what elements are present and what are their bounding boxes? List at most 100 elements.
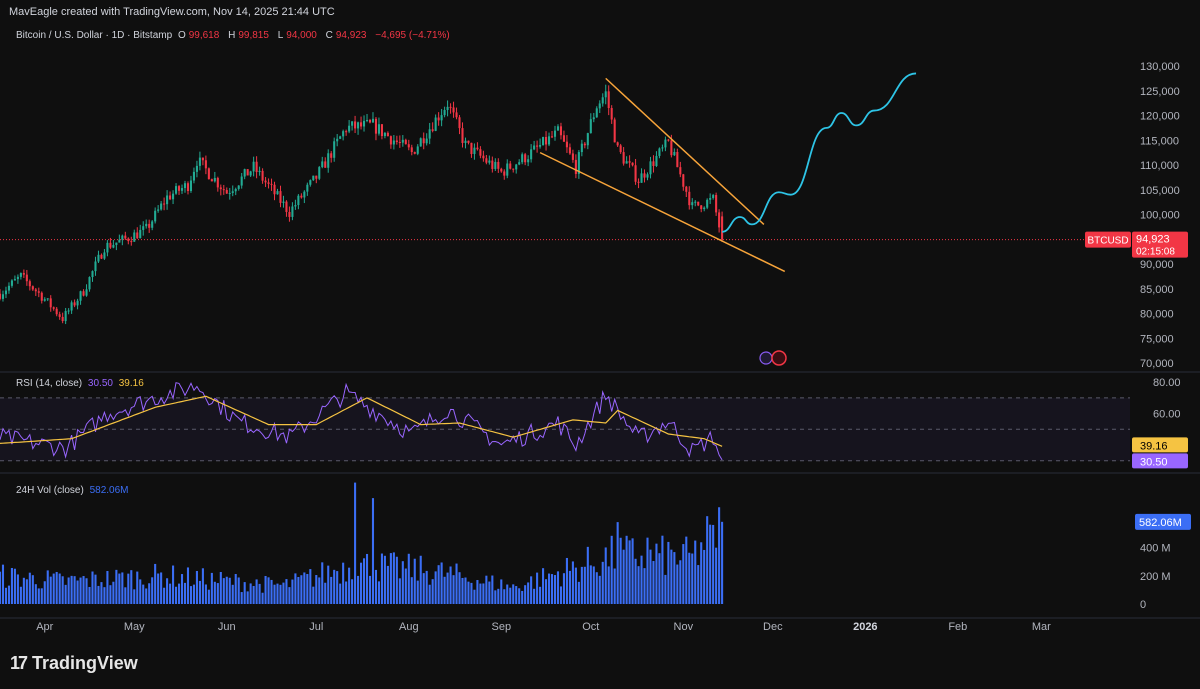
price-tick-label: 115,000 — [1140, 135, 1179, 147]
volume-bar — [461, 577, 464, 604]
volume-bar — [488, 581, 491, 604]
volume-bar — [434, 571, 437, 604]
rsi-ma-value: 39.16 — [118, 378, 144, 389]
price-change: −4,695 (−4.71%) — [375, 30, 450, 41]
candle-body — [556, 126, 560, 131]
volume-bar — [177, 583, 181, 604]
candle-body — [476, 147, 479, 150]
candle-body — [658, 148, 661, 156]
volume-bar — [70, 575, 73, 604]
volume-bar — [404, 568, 407, 604]
candle-body — [249, 171, 252, 176]
volume-bar — [219, 572, 222, 604]
volume-bar — [157, 573, 160, 604]
volume-bar — [240, 592, 243, 604]
candle-body — [157, 209, 160, 211]
candle-body — [76, 300, 79, 306]
candle-body — [715, 195, 718, 213]
rsi-ma-badge: 39.16 — [1132, 437, 1188, 453]
volume-bar — [46, 570, 49, 604]
candle-body — [625, 161, 628, 164]
candle-body — [601, 97, 604, 104]
volume-bar — [255, 579, 258, 604]
volume-bar — [610, 535, 613, 604]
time-axis: Apr May Jun Jul Aug Sep Oct Nov Dec 2026 Feb Mar — [36, 621, 1051, 633]
candle-body — [443, 109, 446, 116]
volume-bar — [667, 541, 670, 604]
candle-body — [374, 118, 378, 134]
volume-bar — [416, 580, 419, 604]
candle-body — [646, 174, 649, 178]
lightning-event-icon — [759, 351, 773, 365]
volume-bar — [103, 587, 106, 604]
candle-body — [389, 136, 392, 145]
candle-body — [619, 145, 622, 153]
volume-bar — [318, 577, 321, 604]
candle-body — [58, 314, 61, 317]
volume-bar — [491, 575, 494, 604]
tradingview-logo-text: TradingView — [32, 653, 138, 673]
volume-bar — [61, 576, 64, 604]
volume-bar — [198, 580, 201, 604]
volume-bar — [580, 566, 583, 604]
volume-bar — [109, 585, 112, 604]
candle-body — [252, 161, 255, 172]
volume-bar — [458, 572, 461, 604]
candle-body — [568, 147, 571, 154]
price-symbol-text: BTCUSD — [1087, 236, 1128, 247]
volume-bar — [455, 563, 458, 604]
candle-body — [160, 203, 163, 210]
volume-bar — [151, 577, 154, 604]
volume-bar — [210, 572, 213, 604]
volume-bar — [207, 589, 210, 604]
volume-bar — [485, 575, 488, 604]
date-tick-label: Feb — [948, 621, 967, 633]
volume-bar — [622, 549, 625, 604]
lower-trendline — [539, 151, 786, 273]
candle-body — [661, 147, 664, 149]
candle-body — [631, 162, 634, 166]
volume-bar — [52, 573, 55, 604]
volume-bar — [494, 590, 497, 604]
candle-body — [383, 132, 386, 137]
volume-bar — [521, 590, 524, 604]
candle-body — [404, 139, 407, 145]
candle-body — [479, 149, 482, 156]
volume-bar — [58, 573, 61, 604]
volume-bar — [300, 575, 303, 604]
volume-bar — [64, 584, 67, 604]
volume-badge: 582.06M — [1135, 513, 1191, 530]
candle-body — [154, 210, 157, 222]
volume-bar — [694, 540, 697, 604]
volume-bar — [592, 566, 595, 604]
price-tick-label: 80,000 — [1140, 309, 1174, 321]
candle-body — [583, 143, 586, 146]
volume-bar — [380, 553, 383, 604]
date-tick-label: Jul — [309, 621, 323, 633]
volume-bar — [721, 521, 724, 604]
candle-body — [524, 154, 527, 163]
volume-bar — [100, 582, 103, 604]
candle-body — [306, 184, 309, 192]
rsi-axis: 60.00 80.00 — [1153, 377, 1181, 420]
candle-body — [327, 153, 330, 168]
volume-bar — [163, 587, 166, 604]
rsi-band-fill — [0, 397, 1130, 461]
high-value: 99,815 — [238, 30, 269, 41]
volume-bar — [509, 587, 512, 604]
candle-body — [186, 183, 190, 192]
volume-bar — [154, 563, 157, 604]
volume-bar — [234, 574, 237, 604]
last-price-value: 94,923 — [1136, 234, 1170, 246]
volume-bar — [536, 572, 539, 604]
volume-bar — [186, 567, 190, 604]
volume-bar — [243, 582, 246, 604]
volume-bar — [518, 588, 521, 604]
tradingview-logo[interactable]: 17 TradingView — [10, 653, 138, 674]
candle-body — [706, 199, 709, 208]
candle-body — [276, 191, 279, 195]
rsi-badge: 30.50 — [1132, 453, 1188, 469]
candle-body — [634, 165, 637, 182]
volume-bar — [718, 507, 721, 604]
